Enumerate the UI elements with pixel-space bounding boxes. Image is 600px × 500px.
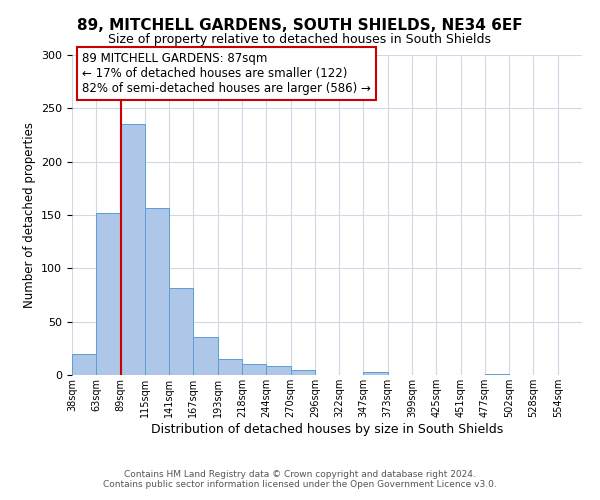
Bar (266, 366, 290, 375)
Text: Size of property relative to detached houses in South Shields: Size of property relative to detached ho… (109, 32, 491, 46)
Bar (96, 213, 121, 375)
Y-axis label: Number of detached properties: Number of detached properties (23, 122, 35, 308)
Text: 89, MITCHELL GARDENS, SOUTH SHIELDS, NE34 6EF: 89, MITCHELL GARDENS, SOUTH SHIELDS, NE3… (77, 18, 523, 32)
Bar (72, 354, 96, 375)
Bar (364, 372, 388, 375)
Bar (193, 336, 218, 375)
X-axis label: Distribution of detached houses by size in South Shields: Distribution of detached houses by size … (151, 422, 503, 436)
Bar (218, 359, 242, 375)
Text: Contains HM Land Registry data © Crown copyright and database right 2024.
Contai: Contains HM Land Registry data © Crown c… (103, 470, 497, 489)
Bar (485, 374, 509, 375)
Bar (290, 370, 315, 375)
Text: 89 MITCHELL GARDENS: 87sqm
← 17% of detached houses are smaller (122)
82% of sem: 89 MITCHELL GARDENS: 87sqm ← 17% of deta… (82, 52, 371, 95)
Bar (169, 288, 193, 375)
Bar (145, 208, 169, 375)
Bar (242, 364, 266, 375)
Bar (121, 124, 145, 375)
